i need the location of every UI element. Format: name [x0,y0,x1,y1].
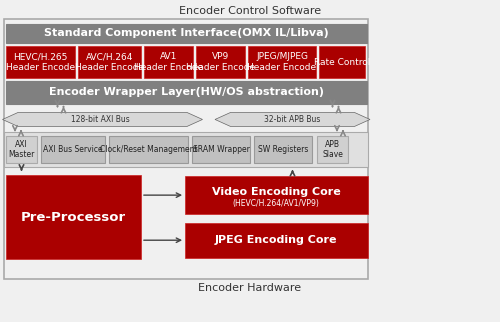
Bar [248,46,316,78]
Bar [109,136,188,163]
Polygon shape [2,112,202,127]
Text: Standard Component Interface(OMX IL/Libva): Standard Component Interface(OMX IL/Libv… [44,28,329,39]
Text: JPEG/MJPEG
Header Encode: JPEG/MJPEG Header Encode [248,52,316,72]
Bar [6,175,141,259]
Bar [185,223,368,258]
Bar [196,46,245,78]
Polygon shape [215,112,370,127]
Bar [6,80,367,104]
Text: AV1
Header Encode: AV1 Header Encode [134,52,203,72]
Text: SRAM Wrapper: SRAM Wrapper [192,145,250,154]
Bar [6,24,367,43]
Text: Encoder Control Software: Encoder Control Software [179,6,321,16]
Bar [254,136,312,163]
Text: HEVC/H.265
Header Encode: HEVC/H.265 Header Encode [6,52,75,72]
Bar [6,136,37,163]
Bar [185,176,368,214]
Bar [6,46,75,78]
Text: Clock/Reset Management: Clock/Reset Management [100,145,198,154]
Bar [317,136,348,163]
Text: Video Encoding Core: Video Encoding Core [212,187,340,197]
Text: APB
Slave: APB Slave [322,140,343,159]
Text: Encoder Wrapper Layer(HW/OS abstraction): Encoder Wrapper Layer(HW/OS abstraction) [49,87,324,97]
Text: AXI Bus Service: AXI Bus Service [43,145,103,154]
Bar [319,46,365,78]
Bar [4,132,368,167]
Bar [144,46,193,78]
Text: Encoder Hardware: Encoder Hardware [198,283,302,293]
Text: Pre-Processor: Pre-Processor [21,211,126,224]
Bar [192,136,250,163]
Bar [4,19,368,279]
Text: AXI
Master: AXI Master [8,140,34,159]
Text: Rate Control: Rate Control [314,58,370,67]
Text: AVC/H.264
Header Encode: AVC/H.264 Header Encode [75,52,144,72]
Text: JPEG Encoding Core: JPEG Encoding Core [215,235,338,245]
Text: (HEVC/H.264/AV1/VP9): (HEVC/H.264/AV1/VP9) [233,199,320,208]
Text: 32-bit APB Bus: 32-bit APB Bus [264,115,320,124]
Text: SW Registers: SW Registers [258,145,308,154]
Bar [41,136,105,163]
Text: 128-bit AXI Bus: 128-bit AXI Bus [70,115,130,124]
Text: VP9
Header Encode: VP9 Header Encode [186,52,255,72]
Bar [78,46,141,78]
